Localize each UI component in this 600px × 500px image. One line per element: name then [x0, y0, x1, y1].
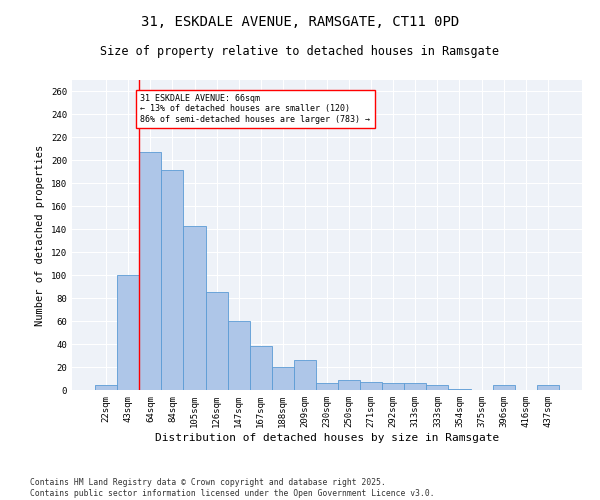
Text: Size of property relative to detached houses in Ramsgate: Size of property relative to detached ho… — [101, 45, 499, 58]
X-axis label: Distribution of detached houses by size in Ramsgate: Distribution of detached houses by size … — [155, 432, 499, 442]
Text: Contains HM Land Registry data © Crown copyright and database right 2025.
Contai: Contains HM Land Registry data © Crown c… — [30, 478, 434, 498]
Bar — [338, 380, 360, 390]
Bar — [382, 383, 404, 390]
Bar — [537, 386, 559, 390]
Bar — [184, 226, 206, 390]
Bar — [227, 321, 250, 390]
Bar — [139, 152, 161, 390]
Y-axis label: Number of detached properties: Number of detached properties — [35, 144, 46, 326]
Bar — [272, 367, 294, 390]
Bar — [493, 386, 515, 390]
Bar — [95, 386, 117, 390]
Bar — [206, 292, 227, 390]
Text: 31 ESKDALE AVENUE: 66sqm
← 13% of detached houses are smaller (120)
86% of semi-: 31 ESKDALE AVENUE: 66sqm ← 13% of detach… — [140, 94, 370, 124]
Bar — [117, 275, 139, 390]
Bar — [250, 346, 272, 390]
Bar — [294, 360, 316, 390]
Bar — [161, 170, 184, 390]
Bar — [427, 386, 448, 390]
Bar — [448, 389, 470, 390]
Bar — [404, 383, 427, 390]
Text: 31, ESKDALE AVENUE, RAMSGATE, CT11 0PD: 31, ESKDALE AVENUE, RAMSGATE, CT11 0PD — [141, 15, 459, 29]
Bar — [316, 383, 338, 390]
Bar — [360, 382, 382, 390]
